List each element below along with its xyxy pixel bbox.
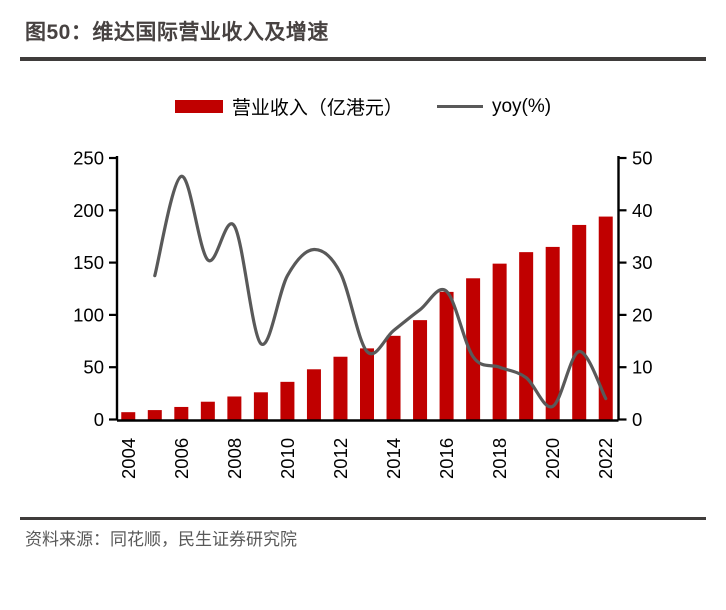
revenue-bar-2007: [200, 401, 215, 421]
right-axis-label-20: 20: [632, 304, 653, 325]
title-underline: [20, 57, 706, 61]
left-axis-label-50: 50: [83, 357, 104, 378]
revenue-bar-2012: [333, 356, 348, 421]
x-axis-label-2016: 2016: [436, 438, 457, 479]
x-axis-label-2018: 2018: [489, 438, 510, 479]
right-axis-label-0: 0: [632, 409, 642, 430]
x-axis-label-2008: 2008: [224, 438, 245, 479]
left-axis-label-250: 250: [73, 148, 104, 169]
left-axis-label-0: 0: [94, 409, 104, 430]
legend-item-revenue: 营业收入（亿港元）: [174, 93, 403, 120]
revenue-bar-2022: [598, 216, 613, 421]
revenue-bar-2019: [519, 252, 534, 421]
x-axis-label-2010: 2010: [277, 438, 298, 479]
x-axis-label-2006: 2006: [171, 438, 192, 479]
revenue-bar-2008: [227, 396, 242, 421]
right-axis-label-10: 10: [632, 357, 653, 378]
revenue-bar-2016: [439, 291, 454, 421]
legend-revenue-label: 营业收入（亿港元）: [231, 98, 403, 119]
revenue-bar-2021: [572, 224, 587, 421]
x-axis-label-2022: 2022: [595, 438, 616, 479]
x-axis-label-2020: 2020: [542, 438, 563, 479]
chart-legend: 营业收入（亿港元） yoy(%): [0, 93, 726, 120]
yoy-line-swatch-icon: [436, 105, 483, 108]
data-source-note: 资料来源：同花顺，民生证券研究院: [25, 530, 297, 549]
x-axis-label-2012: 2012: [330, 438, 351, 479]
revenue-bar-2005: [147, 410, 162, 421]
revenue-bar-2018: [492, 263, 507, 421]
right-axis-label-50: 50: [632, 148, 653, 169]
revenue-bar-2009: [253, 392, 268, 421]
revenue-bar-2013: [360, 348, 374, 421]
revenue-bar-2004: [121, 412, 136, 421]
figure-title: 图50：维达国际营业收入及增速: [25, 21, 329, 44]
revenue-bar-2020: [545, 246, 560, 421]
revenue-bar-2017: [466, 278, 481, 421]
left-axis-label-200: 200: [73, 200, 104, 221]
revenue-bar-2014: [386, 335, 401, 421]
right-axis-label-30: 30: [632, 252, 653, 273]
revenue-bar-2010: [280, 381, 295, 421]
left-axis-label-150: 150: [73, 252, 104, 273]
x-axis-label-2014: 2014: [383, 438, 404, 479]
right-axis-label-40: 40: [632, 200, 653, 221]
revenue-swatch-icon: [174, 100, 223, 113]
legend-yoy-label: yoy(%): [491, 95, 552, 117]
legend-item-yoy: yoy(%): [436, 95, 552, 118]
left-axis-label-100: 100: [73, 304, 104, 325]
figure-bottom-rule: [20, 517, 706, 520]
x-axis-label-2004: 2004: [118, 438, 139, 479]
revenue-bar-2015: [413, 320, 428, 421]
yoy-line: [153, 174, 608, 409]
revenue-bar-2006: [174, 406, 189, 421]
revenue-bar-2011: [306, 369, 321, 421]
